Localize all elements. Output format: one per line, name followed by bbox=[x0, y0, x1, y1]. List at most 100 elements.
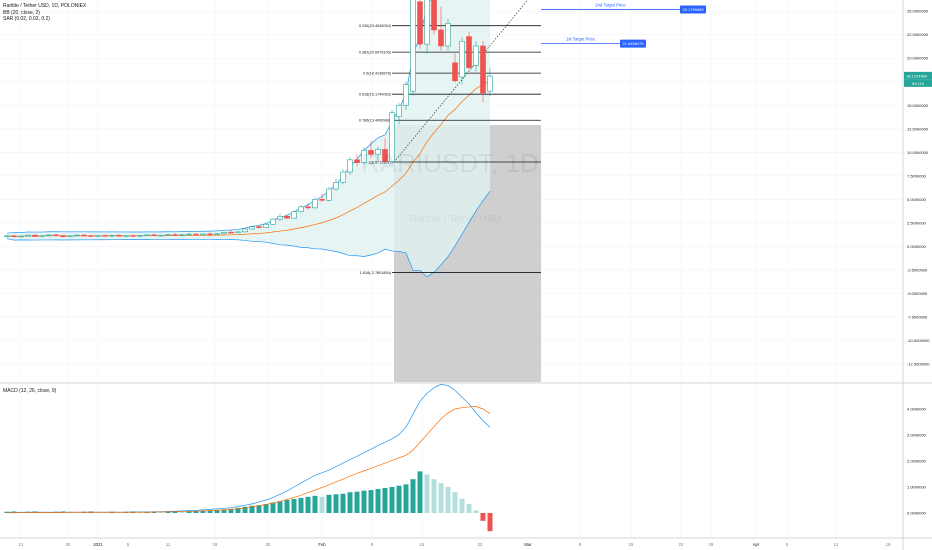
candle-up bbox=[67, 235, 73, 237]
target-label: 2nd Target Price bbox=[595, 2, 626, 7]
macd-hist-bar bbox=[347, 492, 353, 513]
macd-hist-bar bbox=[459, 498, 465, 513]
candle-down bbox=[417, 1, 423, 45]
macd-hist-bar bbox=[389, 487, 395, 513]
candle-up bbox=[445, 23, 451, 47]
target-label: 1st Target Price bbox=[566, 37, 596, 42]
candle-up bbox=[459, 40, 465, 78]
candle-up bbox=[221, 231, 227, 234]
target-value-text: 21.5458475 bbox=[622, 41, 644, 46]
candle-up bbox=[396, 104, 402, 117]
macd-indicator-label[interactable]: MACD (12, 26, close, 9) bbox=[3, 388, 57, 394]
candle-up bbox=[487, 75, 493, 92]
macd-hist-bar bbox=[382, 488, 388, 513]
bb-indicator-label[interactable]: BB (20, close, 2) bbox=[3, 9, 40, 16]
candle-up bbox=[137, 235, 143, 237]
time-tick-label: 28 bbox=[66, 542, 71, 547]
candle-up bbox=[424, 0, 430, 45]
fib-level-label: 1(8.9712861) bbox=[368, 160, 391, 164]
macd-hist-bar bbox=[305, 496, 311, 513]
candles bbox=[4, 0, 493, 238]
candle-up bbox=[403, 84, 409, 106]
current-price-value: 18.1224960 bbox=[906, 73, 928, 78]
candle-down bbox=[207, 233, 213, 236]
candle-up bbox=[235, 231, 241, 234]
macd-hist-bar bbox=[249, 505, 255, 513]
macd-hist-bar bbox=[242, 506, 248, 513]
price-tick-label: 0.0000000 bbox=[907, 244, 927, 249]
price-tick-label: 10.0000000 bbox=[907, 150, 929, 155]
symbol-line[interactable]: Rarible / Tether USD, 1D, POLONIEX bbox=[3, 3, 87, 9]
macd-hist-bar bbox=[263, 504, 269, 513]
bb-upper-line bbox=[6, 0, 431, 234]
candle-down bbox=[319, 199, 325, 201]
candle-up bbox=[389, 112, 395, 163]
time-tick-label: 12 bbox=[834, 542, 839, 547]
price-tick-label: -10.0000000 bbox=[907, 338, 930, 343]
current-price-tag bbox=[904, 71, 932, 80]
time-tick-label: 15 bbox=[629, 542, 634, 547]
price-tick-label: 25.0000000 bbox=[907, 9, 929, 14]
time-tick-label: 19 bbox=[886, 542, 891, 547]
macd-hist-bar bbox=[438, 483, 444, 513]
target-line-1: 1st Target Price 21.5458475 bbox=[541, 37, 646, 48]
time-tick-label: 22 bbox=[478, 542, 483, 547]
candle-down bbox=[151, 234, 157, 237]
macd-axis: 4.0000000 3.0000000 2.0000000 1.0000000 0.00… bbox=[907, 407, 927, 516]
candle-down bbox=[172, 234, 178, 236]
candle-down bbox=[452, 62, 458, 82]
candle-up bbox=[361, 150, 367, 163]
time-tick-label: Feb bbox=[318, 542, 326, 547]
macd-tick-label: 4.0000000 bbox=[907, 407, 927, 412]
price-axis: 25.000000022.500000020.000000017.5000000… bbox=[907, 9, 930, 367]
price-tick-label: 12.5000000 bbox=[907, 126, 929, 131]
macd-hist-bar bbox=[179, 511, 185, 513]
price-tick-label: 20.0000000 bbox=[907, 56, 929, 61]
candle-down bbox=[228, 231, 234, 234]
price-tick-label: 2.5000000 bbox=[907, 220, 927, 225]
time-tick-label: 5 bbox=[786, 542, 789, 547]
macd-hist-bar bbox=[445, 487, 451, 513]
candle-up bbox=[263, 223, 269, 228]
sar-indicator-label[interactable]: SAR (0.02, 0.02, 0.2) bbox=[3, 16, 50, 22]
candle-down bbox=[480, 45, 486, 94]
target-line-2: 2nd Target Price 25.1799463 bbox=[541, 2, 706, 14]
candle-up bbox=[347, 159, 353, 173]
macd-hist-bar bbox=[354, 491, 360, 513]
target-value-text: 25.1799463 bbox=[682, 7, 704, 12]
candle-down bbox=[116, 234, 122, 237]
macd-hist-bar bbox=[410, 479, 416, 513]
macd-tick-label: 0.0000000 bbox=[907, 511, 927, 516]
candle-down bbox=[438, 29, 444, 47]
candle-up bbox=[473, 45, 479, 67]
macd-hist-bar bbox=[235, 507, 241, 513]
macd-histogram bbox=[4, 471, 493, 532]
macd-hist-bar bbox=[487, 513, 493, 532]
candle-up bbox=[186, 233, 192, 236]
candle-up bbox=[291, 211, 297, 219]
fib-level-label: 0.618(16.1740083) bbox=[359, 93, 392, 97]
candle-up bbox=[333, 182, 339, 190]
time-tick-label: 8 bbox=[371, 542, 374, 547]
time-tick-label: 8 bbox=[579, 542, 582, 547]
candle-up bbox=[340, 171, 346, 183]
macd-hist-bar bbox=[466, 503, 472, 513]
macd-hist-bar bbox=[368, 490, 374, 513]
macd-hist-bar bbox=[473, 510, 479, 513]
candle-down bbox=[256, 226, 262, 228]
macd-hist-bar bbox=[228, 508, 234, 513]
chart-legend: Rarible / Tether USD, 1D, POLONIEX BB (2… bbox=[3, 3, 86, 23]
target-value-tag bbox=[620, 39, 646, 48]
macd-hist-bar bbox=[256, 505, 262, 513]
macd-hist-bar bbox=[361, 490, 367, 513]
macd-hist-bar bbox=[340, 493, 346, 513]
price-tick-label: -5.0000000 bbox=[907, 291, 928, 296]
candle-down bbox=[60, 235, 66, 237]
macd-hist-bar bbox=[312, 495, 318, 513]
candle-up bbox=[74, 234, 80, 237]
macd-hist-bar bbox=[200, 510, 206, 513]
macd-hist-bar bbox=[214, 509, 220, 513]
time-tick-label: 21 bbox=[19, 542, 24, 547]
candle-down bbox=[305, 206, 311, 209]
